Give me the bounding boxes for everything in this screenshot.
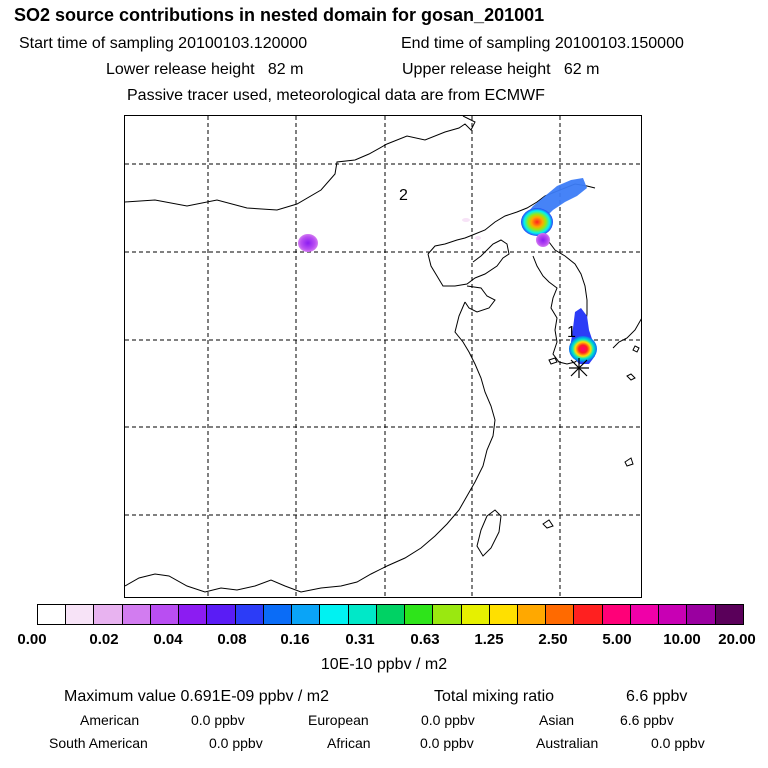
concentration-plumes <box>298 178 597 364</box>
region-name-african: African <box>327 735 371 751</box>
colorbar-tick-label: 20.00 <box>718 631 756 648</box>
plume-hot-north <box>521 208 553 236</box>
colorbar-segment <box>433 605 462 624</box>
map-title: SO2 source contributions in nested domai… <box>14 5 545 25</box>
region-name-american: American <box>80 712 140 728</box>
sampling-end-time: End time of sampling 20100103.150000 <box>401 35 684 52</box>
colorbar-segment <box>405 605 434 624</box>
colorbar-tick-label: 0.02 <box>89 631 119 648</box>
plume-hot-south <box>569 336 597 362</box>
colorbar-segment <box>320 605 349 624</box>
region-name-south-american: South American <box>49 735 148 751</box>
colorbar-tick-label: 0.04 <box>153 631 183 648</box>
map-panel: 2 1 <box>124 115 642 598</box>
colorbar-segment <box>263 605 293 624</box>
colorbar-tick-label: 0.63 <box>410 631 440 648</box>
colorbar-segment <box>546 605 575 624</box>
region-value-european: 0.0 ppbv <box>421 712 475 728</box>
colorbar-tick-label: 0.08 <box>217 631 247 648</box>
colorbar-segment <box>489 605 518 624</box>
region-name-european: European <box>308 712 369 728</box>
colorbar-segment <box>66 605 95 624</box>
colorbar-segment <box>38 605 67 624</box>
colorbar-segment <box>659 605 688 624</box>
colorbar-unit-label: 10E-10 ppbv / m2 <box>320 656 448 673</box>
colorbar-tick-label: 0.16 <box>280 631 310 648</box>
colorbar-segment <box>461 605 490 624</box>
colorbar-segment <box>574 605 603 624</box>
colorbar-segment <box>630 605 660 624</box>
plume-faint-1 <box>462 218 470 222</box>
colorbar-segment <box>687 605 716 624</box>
colorbar-segment <box>94 605 123 624</box>
region-value-african: 0.0 ppbv <box>420 735 474 751</box>
total-mixing-ratio-label: Total mixing ratio <box>434 688 555 705</box>
colorbar-tick-label: 1.25 <box>474 631 504 648</box>
region-value-american: 0.0 ppbv <box>191 712 245 728</box>
color-scale-bar <box>37 604 744 625</box>
colorbar-tick-label: 10.00 <box>663 631 701 648</box>
colorbar-segment <box>122 605 151 624</box>
colorbar-tick-label: 5.00 <box>602 631 632 648</box>
colorbar-segment <box>235 605 264 624</box>
total-mixing-ratio-value: 6.6 ppbv <box>626 688 688 705</box>
release-site-marker <box>569 358 589 378</box>
colorbar-segment <box>179 605 208 624</box>
colorbar-segment <box>715 605 743 624</box>
region-value-asian: 6.6 ppbv <box>620 712 674 728</box>
colorbar-segment <box>517 605 547 624</box>
plume-purple-west <box>298 234 318 252</box>
colorbar-segment <box>292 605 321 624</box>
region-value-south-american: 0.0 ppbv <box>209 735 263 751</box>
plume-faint-2 <box>475 236 481 240</box>
colorbar-segment <box>602 605 631 624</box>
region-name-asian: Asian <box>539 712 575 728</box>
map-canvas <box>125 116 641 597</box>
plume-purple-north <box>536 233 550 247</box>
map-label-2: 2 <box>399 187 408 204</box>
colorbar-tick-label: 0.31 <box>345 631 375 648</box>
colorbar-tick-label: 0.00 <box>17 631 47 648</box>
colorbar-tick-label: 2.50 <box>538 631 568 648</box>
colorbar-segment <box>207 605 236 624</box>
sampling-start-time: Start time of sampling 20100103.120000 <box>19 35 308 52</box>
region-name-australian: Australian <box>536 735 599 751</box>
maximum-value: Maximum value 0.691E-09 ppbv / m2 <box>64 688 330 705</box>
colorbar-segment <box>376 605 406 624</box>
upper-release-height: Upper release height 62 m <box>402 61 600 78</box>
tracer-note: Passive tracer used, meteorological data… <box>127 87 545 104</box>
region-value-australian: 0.0 ppbv <box>651 735 705 751</box>
colorbar-segment <box>150 605 180 624</box>
map-label-1: 1 <box>567 324 576 341</box>
colorbar-segment <box>348 605 377 624</box>
lower-release-height: Lower release height 82 m <box>106 61 304 78</box>
